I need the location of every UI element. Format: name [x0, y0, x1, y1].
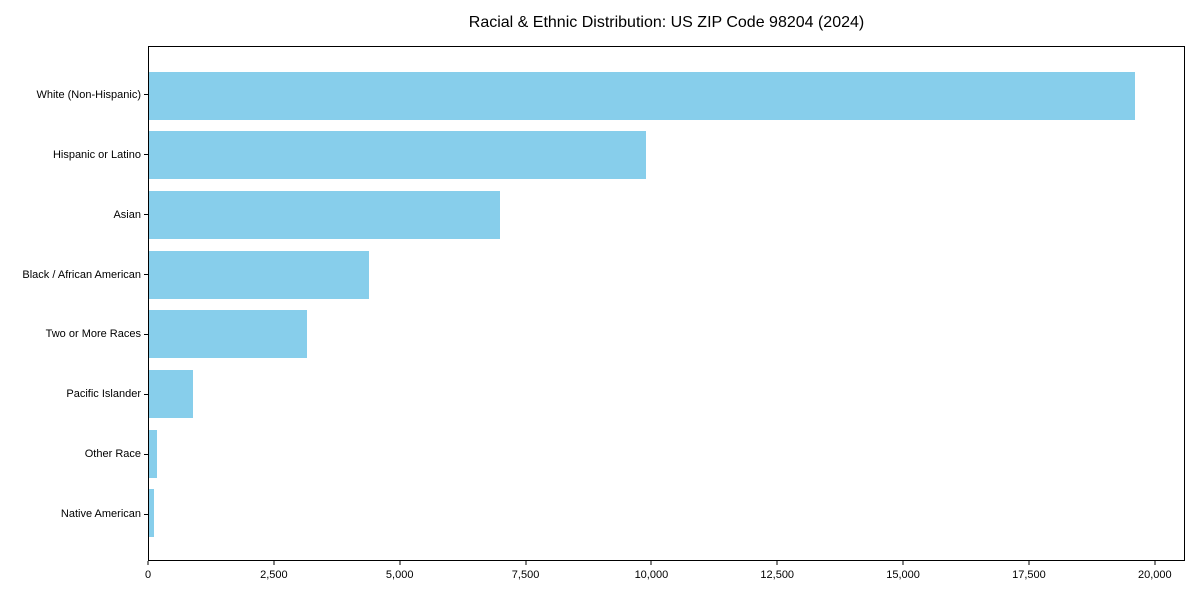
y-axis: White (Non-Hispanic) Hispanic or Latino As… [0, 46, 148, 561]
y-tick-row: Two or More Races [0, 305, 148, 365]
bar [149, 369, 193, 418]
x-tick-label: 5,000 [385, 569, 414, 581]
bar [149, 250, 369, 299]
bar-row [149, 424, 1184, 484]
bar [149, 310, 307, 359]
y-tick-mark [144, 94, 148, 96]
x-axis: 0 2,500 5,000 7,500 10,000 12,500 15,000 17,500… [144, 561, 1185, 593]
y-tick-row: Black / African American [0, 245, 148, 305]
y-tick-mark [144, 333, 148, 335]
x-tick-mark [399, 561, 401, 565]
plot-area [148, 46, 1185, 561]
x-tick-mark [147, 561, 149, 565]
x-tick-label: 20,000 [1137, 569, 1172, 581]
y-tick-mark [144, 393, 148, 395]
x-tick-mark [1028, 561, 1030, 565]
y-axis-label: Hispanic or Latino [52, 148, 141, 161]
bar-series [149, 47, 1184, 560]
y-tick-row: Native American [0, 484, 148, 544]
y-tick-row: Hispanic or Latino [0, 125, 148, 185]
bar-row [149, 483, 1184, 543]
y-axis-label: Black / African American [22, 268, 141, 281]
y-tick-row: Asian [0, 185, 148, 245]
bar-row [149, 66, 1184, 126]
x-tick-label: 15,000 [886, 569, 920, 581]
bar-row [149, 245, 1184, 305]
y-axis-label: Native American [60, 508, 141, 521]
x-tick-label: 0 [144, 569, 152, 581]
x-tick-label: 10,000 [634, 569, 669, 581]
y-tick-mark [144, 513, 148, 515]
x-tick-label: 2,500 [260, 569, 288, 581]
y-tick-row: White (Non-Hispanic) [0, 65, 148, 125]
bar [149, 191, 501, 240]
bar [149, 489, 154, 538]
y-tick-mark [144, 274, 148, 276]
bar-row [149, 126, 1184, 186]
x-tick-label: 7,500 [511, 569, 540, 581]
bar [149, 71, 1136, 120]
y-tick-mark [144, 154, 148, 156]
bar [149, 429, 157, 478]
y-axis-label: White (Non-Hispanic) [36, 88, 141, 101]
bar-row [149, 305, 1184, 365]
y-tick-row: Other Race [0, 424, 148, 484]
x-tick-mark [650, 561, 652, 565]
x-tick-mark [525, 561, 527, 565]
x-tick-mark [776, 561, 778, 565]
y-axis-label: Asian [113, 208, 141, 221]
bar-row [149, 364, 1184, 424]
x-tick-mark [273, 561, 275, 565]
x-tick-mark [902, 561, 904, 565]
x-tick-label: 17,500 [1012, 569, 1046, 581]
y-axis-label: Two or More Races [45, 328, 141, 341]
y-tick-mark [144, 214, 148, 216]
x-tick-label: 12,500 [760, 569, 795, 581]
y-tick-mark [144, 453, 148, 455]
y-axis-label: Other Race [84, 448, 141, 461]
x-tick-mark [1154, 561, 1156, 565]
y-tick-row: Pacific Islander [0, 364, 148, 424]
y-axis-label: Pacific Islander [66, 388, 141, 401]
bar [149, 131, 646, 180]
bar-row [149, 185, 1184, 245]
chart-title: Racial & Ethnic Distribution: US ZIP Cod… [468, 14, 865, 31]
